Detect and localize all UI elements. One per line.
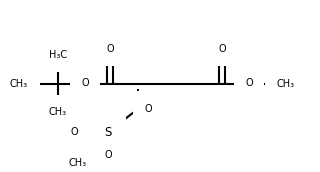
Text: CH₃: CH₃ [277, 79, 295, 89]
Text: O: O [245, 78, 253, 88]
Text: H₃C: H₃C [49, 50, 67, 60]
Text: O: O [106, 44, 114, 54]
Text: CH₃: CH₃ [10, 79, 28, 89]
Text: O: O [145, 104, 153, 114]
Text: S: S [104, 126, 112, 138]
Text: O: O [104, 150, 112, 160]
Text: CH₃: CH₃ [69, 158, 87, 168]
Text: O: O [81, 78, 89, 88]
Text: O: O [218, 44, 226, 54]
Text: CH₃: CH₃ [49, 107, 67, 117]
Text: O: O [70, 127, 78, 137]
